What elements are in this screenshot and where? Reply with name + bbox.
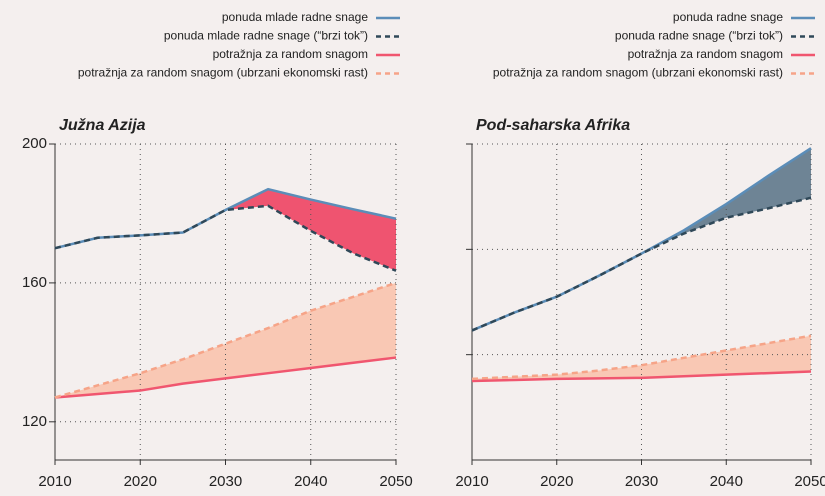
series-line [54, 204, 397, 272]
y-tick-label: 160 [22, 274, 47, 291]
legend-label: ponuda radne snage (“brzi tok”) [615, 29, 783, 43]
x-tick-label: 2050 [379, 473, 412, 490]
y-tick-label: 120 [22, 413, 47, 430]
series-line [54, 187, 397, 250]
legend-label: potražnja za random snagom [628, 47, 783, 61]
x-tick-label: 2030 [209, 473, 242, 490]
x-tick-label: 2010 [38, 473, 71, 490]
series-line [54, 356, 397, 399]
panel-title: Južna Azija [59, 117, 146, 134]
x-tick-label: 2050 [794, 473, 825, 490]
x-tick-label: 2030 [625, 473, 658, 490]
legend-label: ponuda mlade radne snage [222, 10, 368, 24]
legend-label: ponuda mlade radne snage (“brzi tok”) [164, 29, 368, 43]
x-tick-label: 2020 [540, 473, 573, 490]
series-line [54, 281, 397, 399]
legend-label: potražnja za random snagom [213, 47, 368, 61]
x-tick-label: 2010 [455, 473, 488, 490]
legend-label: potražnja za random snagom (ubrzani ekon… [493, 66, 783, 80]
legend-label: ponuda radne snage [673, 10, 783, 24]
series-line [471, 370, 812, 383]
x-tick-label: 2040 [710, 473, 743, 490]
series-line [471, 334, 812, 381]
y-tick-label: 200 [22, 135, 47, 152]
gap-area [55, 282, 396, 398]
x-tick-label: 2040 [294, 473, 327, 490]
x-tick-label: 2020 [124, 473, 157, 490]
series-line [471, 196, 812, 332]
panel-title: Pod-saharska Afrika [476, 117, 630, 134]
legend-label: potražnja za random snagom (ubrzani ekon… [78, 66, 368, 80]
